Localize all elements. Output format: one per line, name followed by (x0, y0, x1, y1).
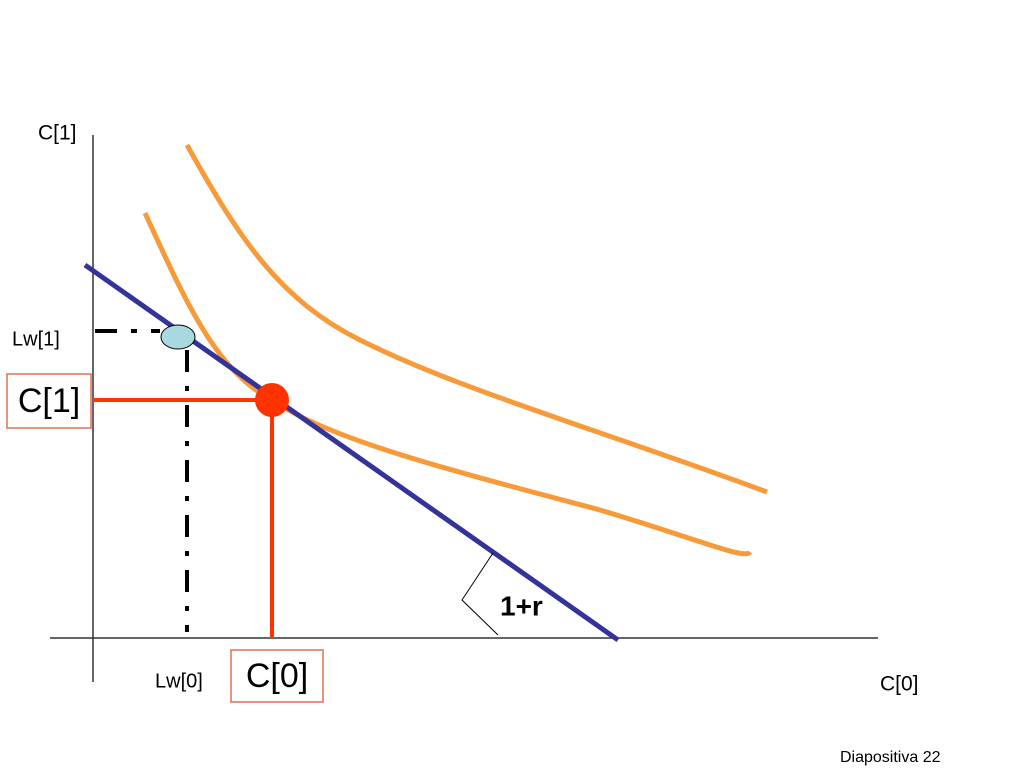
c1-box (6, 373, 92, 429)
lw0-label: Lw[0] (155, 670, 203, 692)
slope-label: 1+r (500, 590, 543, 621)
indifference-curve-low (142, 211, 753, 557)
budget-line (83, 262, 620, 643)
c1-box-label: C[1] (18, 382, 80, 420)
footer: Diapositiva 22 (840, 749, 941, 766)
y-axis-label: C[1] (38, 122, 77, 145)
c0-box (230, 649, 324, 703)
endowment-point (160, 324, 196, 350)
optimum-point (255, 383, 289, 417)
x-axis-label: C[0] (880, 673, 919, 696)
lw1-label: Lw[1] (12, 328, 60, 350)
c0-box-label: C[0] (246, 657, 308, 695)
indifference-curve-high (184, 143, 768, 495)
slope-marker (461, 552, 499, 636)
